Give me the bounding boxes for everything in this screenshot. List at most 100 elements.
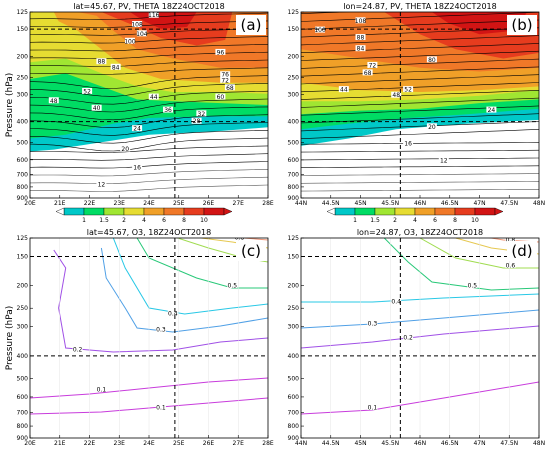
y-tick-label: 300 — [17, 91, 29, 98]
contour-label: 12 — [98, 181, 106, 188]
colorbar-swatch — [83, 207, 105, 216]
contour-label-bg — [215, 93, 226, 100]
contour-label-bg — [227, 282, 238, 288]
colorbar-label: 1.5 — [99, 217, 109, 224]
x-tick-label: 22E — [84, 440, 96, 447]
colorbar: 1 1.5 2 4 6 8 10 — [55, 207, 233, 224]
y-tick-label: 700 — [288, 410, 300, 417]
contour-label: 0.4 — [168, 311, 178, 318]
theta-isentrope — [301, 50, 539, 61]
contour-label: 68 — [364, 70, 372, 77]
x-tick-label: 47.5N — [500, 200, 518, 207]
panel-label-bg — [507, 241, 537, 261]
contour-label-bg — [163, 106, 174, 113]
x-tick-label: 24E — [143, 200, 155, 207]
contour-label: 104 — [136, 31, 148, 38]
contour-label-bg — [91, 104, 102, 111]
contour-label-bg — [196, 110, 207, 117]
theta-isentrope — [301, 105, 539, 116]
contour-label-bg — [48, 97, 59, 104]
contour-label: 24 — [133, 126, 141, 133]
theta-isentrope — [30, 161, 268, 169]
o3-contour — [301, 309, 539, 329]
contour-label-bg — [391, 298, 402, 304]
x-tick-label: 47.5N — [500, 440, 518, 447]
colorbar-swatch — [374, 207, 396, 216]
panel-title: lat=45.67, PV, THETA 18Z24OCT2018 — [73, 2, 225, 11]
contour-label: 52 — [404, 87, 412, 94]
contour-label-bg — [355, 45, 366, 52]
theta-isentrope — [301, 74, 539, 85]
theta-isentrope — [301, 113, 539, 124]
contour-label-bg — [367, 320, 378, 326]
y-tick-label: 800 — [17, 184, 29, 191]
y-tick-label: 500 — [17, 375, 29, 382]
contour-label-bg — [315, 26, 326, 33]
panel-title: lon=24.87, O3, 18Z24OCT2018 — [357, 228, 483, 237]
contour-label-bg — [148, 93, 159, 100]
contour-label-bg — [132, 21, 143, 28]
plot-area: 0.10.10.20.30.40.50.60.70.8 — [30, 238, 268, 438]
contour-label: 0.4 — [391, 299, 401, 306]
y-tick-label: 150 — [288, 253, 300, 260]
x-tick-label: 20E — [24, 440, 36, 447]
x-tick-label: 44.5N — [322, 440, 340, 447]
y-tick-label: 200 — [288, 53, 300, 60]
y-tick-label: 900 — [288, 195, 300, 202]
contour-label-bg — [224, 84, 235, 91]
contour-label: 80 — [428, 57, 436, 64]
x-tick-label: 46N — [414, 440, 426, 447]
theta-isentrope — [30, 176, 268, 185]
contour-label: 48 — [50, 98, 58, 105]
y-tick-label: 400 — [288, 119, 300, 126]
o3-contour — [239, 238, 268, 241]
contour-label: 36 — [164, 107, 172, 114]
contour-label: 0.3 — [156, 327, 166, 334]
contour-label: 20 — [428, 124, 436, 131]
contour-label: 108 — [131, 22, 143, 29]
x-tick-label: 23E — [114, 440, 126, 447]
contour-label-bg — [234, 238, 245, 240]
colorbar-arrow-right — [494, 207, 504, 216]
o3-contour — [30, 397, 268, 415]
y-tick-label: 300 — [288, 324, 300, 331]
contour-label: 0.1 — [156, 405, 166, 412]
contour-label-bg — [215, 48, 226, 55]
colorbar-label: 6 — [162, 217, 166, 224]
contour-label-bg — [486, 106, 497, 113]
y-tick-label: 125 — [17, 9, 29, 16]
x-tick-label: 24E — [143, 440, 155, 447]
y-tick-label: 500 — [288, 140, 300, 147]
contour-label-bg — [355, 34, 366, 41]
y-tick-label: 900 — [288, 435, 300, 442]
theta-isentrope — [30, 122, 268, 136]
contour-label-bg — [120, 145, 131, 152]
y-tick-label: 700 — [288, 171, 300, 178]
y-tick-label: 900 — [17, 195, 29, 202]
theta-isentrope — [301, 181, 539, 184]
colorbar-label: 2 — [393, 217, 397, 224]
y-axis-label: Pressure (hPa) — [5, 73, 15, 138]
colorbar-label: 1 — [353, 217, 357, 224]
theta-isentrope — [301, 90, 539, 100]
y-tick-label: 600 — [288, 157, 300, 164]
x-tick-label: 25E — [173, 440, 185, 447]
theta-isentrope — [301, 173, 539, 176]
contour-label-bg — [338, 86, 349, 93]
colorbar-swatch — [474, 207, 496, 216]
o3-contour — [136, 238, 268, 289]
contour-label-bg — [403, 334, 414, 340]
contour-label: 116 — [148, 12, 160, 19]
y-tick-label: 150 — [17, 26, 29, 33]
theta-isentrope — [30, 67, 268, 75]
theta-isentrope — [301, 58, 539, 69]
plot-area: 0.10.20.30.40.50.60.70.8 — [301, 237, 539, 438]
contour-label: 88 — [98, 59, 106, 66]
contour-label: 0.8 — [506, 237, 516, 244]
colorbar-swatch — [123, 207, 145, 216]
x-tick-label: 21E — [54, 200, 66, 207]
contour-label-bg — [110, 63, 121, 70]
theta-isentrope — [30, 114, 268, 128]
